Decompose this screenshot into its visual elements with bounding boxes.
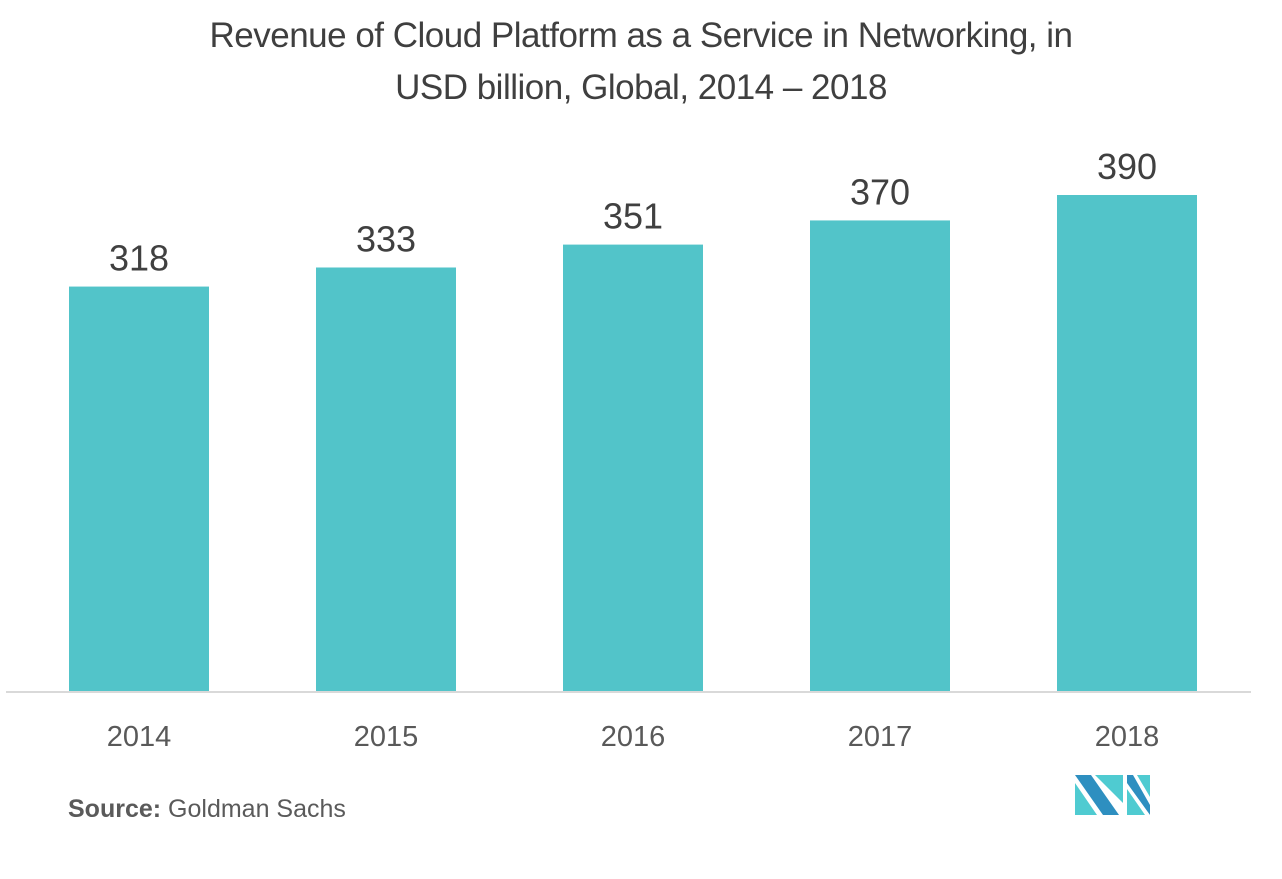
logo-shape-4 — [1127, 775, 1150, 815]
x-tick-label-2018: 2018 — [1095, 721, 1160, 753]
value-label-2015: 333 — [356, 218, 416, 259]
value-label-2014: 318 — [109, 238, 169, 279]
x-tick-label-2015: 2015 — [354, 721, 419, 753]
x-tick-label-2017: 2017 — [848, 721, 913, 753]
bar-2014 — [69, 286, 209, 691]
chart-title-line-2: USD billion, Global, 2014 – 2018 — [395, 68, 887, 107]
bar-2015 — [316, 267, 456, 691]
mordor-intelligence-logo-icon — [1075, 775, 1150, 815]
bar-2016 — [563, 244, 703, 691]
source-note: Source: Goldman Sachs — [68, 795, 346, 824]
chart-title: Revenue of Cloud Platform as a Service i… — [0, 10, 1282, 114]
x-tick-labels-group: 2014 2015 2016 2017 2018 — [107, 721, 1160, 753]
value-labels-group: 318 333 351 370 390 — [109, 146, 1157, 279]
chart-title-line-1: Revenue of Cloud Platform as a Service i… — [209, 16, 1073, 55]
bar-2017 — [810, 220, 950, 691]
logo-shape-5 — [1127, 789, 1145, 815]
source-value: Goldman Sachs — [168, 795, 346, 823]
bars-group — [69, 195, 1197, 691]
source-label: Source: — [68, 795, 162, 823]
x-tick-label-2016: 2016 — [601, 721, 666, 753]
value-label-2018: 390 — [1097, 146, 1157, 187]
x-tick-label-2014: 2014 — [107, 721, 172, 753]
bar-2018 — [1057, 195, 1197, 691]
value-label-2016: 351 — [603, 196, 663, 237]
logo-shape-2 — [1075, 783, 1097, 815]
logo-shape-6 — [1137, 775, 1150, 797]
logo-shape-3 — [1095, 775, 1123, 803]
logo-shape-1 — [1075, 775, 1119, 815]
value-label-2017: 370 — [850, 171, 910, 212]
